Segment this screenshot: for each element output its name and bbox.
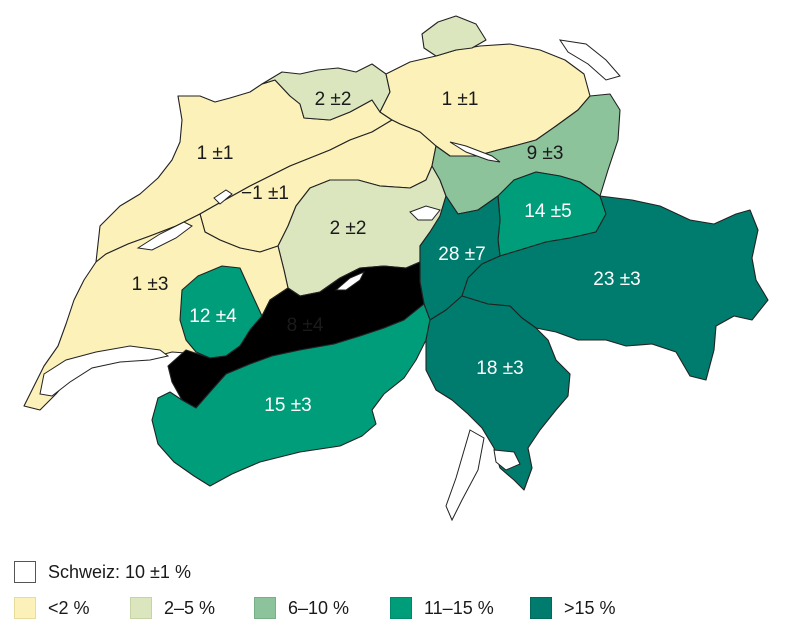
label-bernese-oberland: 8 ±4 [287, 315, 324, 336]
swatch-6to10 [254, 597, 276, 619]
lake-geneva-water [39, 345, 170, 397]
swatch-national [14, 561, 36, 583]
legend-label-gt15: >15 % [564, 597, 616, 618]
label-valais: 15 ±3 [264, 395, 311, 416]
lake-zurich [449, 141, 501, 163]
legend-label-lt2: <2 % [48, 597, 90, 618]
region-schaffhausen[interactable] [421, 15, 487, 57]
region-valais[interactable] [151, 303, 431, 487]
label-mittelland: −1 ±1 [241, 183, 289, 204]
legend-label-2to5: 2–5 % [164, 597, 216, 618]
legend-national-label: Schweiz: 10 ±1 % [48, 561, 191, 582]
swatch-11to15 [390, 597, 412, 619]
label-ticino: 18 ±3 [476, 358, 523, 379]
legend-label-11to15: 11–15 % [424, 597, 494, 618]
label-uri: 28 ±7 [438, 244, 485, 265]
legend-item-2to5: 2–5 % [130, 596, 215, 620]
lake-lucerne [409, 205, 441, 221]
legend-item-gt15: >15 % [530, 596, 616, 620]
label-zurich-north: 1 ±1 [442, 89, 479, 110]
legend-item-11to15: 11–15 % [390, 596, 494, 620]
lake-lugano [493, 449, 521, 471]
label-lake-geneva: 1 ±3 [132, 274, 169, 295]
legend-label-6to10: 6–10 % [288, 597, 350, 618]
region-ticino[interactable] [425, 295, 571, 491]
label-graubuenden: 23 ±3 [593, 269, 640, 290]
lake-constance [558, 39, 621, 81]
lake-maggiore [445, 429, 485, 522]
lake-thun [334, 271, 366, 291]
legend-item-lt2: <2 % [14, 596, 90, 620]
legend-item-6to10: 6–10 % [254, 596, 349, 620]
label-basel: 2 ±2 [315, 89, 352, 110]
map-legend: Schweiz: 10 ±1 % <2 % 2–5 % 6–10 % 11–15… [14, 560, 774, 640]
legend-national: Schweiz: 10 ±1 % [14, 560, 191, 584]
lake-biel [213, 189, 233, 205]
label-east: 9 ±3 [527, 143, 564, 164]
swatch-lt2 [14, 597, 36, 619]
lake-neuchatel [136, 221, 193, 251]
label-central: 2 ±2 [330, 218, 367, 239]
swatch-2to5 [130, 597, 152, 619]
label-glarus: 14 ±5 [524, 201, 571, 222]
swatch-gt15 [530, 597, 552, 619]
label-jura-north: 1 ±1 [197, 143, 234, 164]
switzerland-map: 1 ±1 2 ±2 1 ±1 −1 ±1 2 ±2 9 ±3 14 ±5 28 … [23, 15, 769, 522]
label-fribourg: 12 ±4 [189, 306, 237, 327]
